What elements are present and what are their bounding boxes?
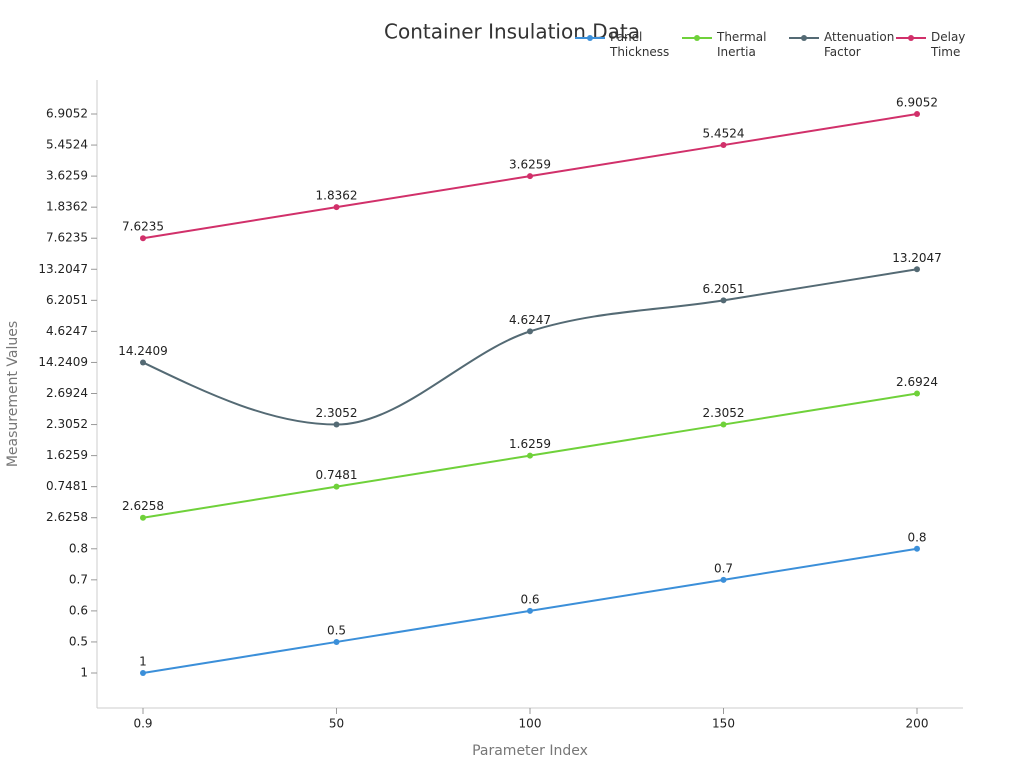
x-tick-label: 100: [519, 717, 542, 731]
legend-label: Attenuation Factor: [824, 30, 895, 59]
data-label: 14.2409: [118, 344, 168, 358]
data-label: 1: [139, 655, 147, 669]
legend-item: Delay Time: [896, 30, 993, 60]
y-tick-label: 2.3052: [46, 417, 88, 431]
x-tick-label: 200: [906, 717, 929, 731]
y-tick-label: 1.8362: [46, 200, 88, 214]
data-point: [914, 545, 920, 552]
data-point: [140, 359, 146, 366]
y-tick-label: 2.6258: [46, 510, 88, 524]
data-label: 2.3052: [703, 406, 745, 420]
y-tick-label: 0.7481: [46, 479, 88, 493]
data-point: [140, 670, 146, 676]
data-point: [527, 328, 533, 335]
data-point: [333, 638, 340, 645]
data-label: 0.6: [520, 592, 539, 606]
legend-glyph: [575, 35, 605, 41]
y-tick-label: 0.6: [69, 603, 88, 617]
data-point: [914, 111, 920, 117]
y-tick-label: 7.6235: [46, 231, 88, 245]
y-tick-label: 1: [80, 666, 88, 680]
legend-dot: [908, 35, 914, 41]
y-tick-label: 6.9052: [46, 107, 88, 121]
legend-label: Delay Time: [931, 30, 966, 59]
data-label: 13.2047: [892, 251, 942, 265]
legend-label: Thermal Inertia: [717, 30, 767, 59]
y-tick-label: 13.2047: [38, 262, 88, 276]
legend-swatch: [896, 30, 926, 44]
x-tick-label: 0.9: [133, 717, 152, 731]
y-tick-label: 4.6247: [46, 324, 88, 338]
data-point: [140, 235, 146, 242]
data-label: 6.2051: [703, 282, 745, 296]
data-label: 1.8362: [316, 189, 358, 203]
data-point: [914, 266, 920, 273]
y-tick-label: 0.5: [69, 634, 88, 648]
legend-dot: [694, 35, 700, 41]
data-label: 0.8: [907, 530, 926, 544]
data-label: 2.3052: [316, 406, 358, 420]
data-point: [140, 514, 146, 521]
legend-swatch: [575, 30, 605, 44]
data-label: 7.6235: [122, 220, 164, 234]
legend-glyph: [789, 35, 819, 41]
data-point: [720, 297, 727, 304]
data-label: 3.6259: [509, 158, 551, 172]
y-axis-label: Measurement Values: [5, 321, 21, 467]
y-tick-label: 2.6924: [46, 386, 88, 400]
y-tick-label: 14.2409: [38, 355, 88, 369]
legend-item: Attenuation Factor: [789, 30, 895, 60]
data-label: 1.6259: [509, 437, 551, 451]
legend-swatch: [682, 30, 712, 44]
data-label: 0.5: [327, 623, 346, 637]
data-point: [720, 576, 727, 583]
data-point: [720, 421, 727, 428]
data-label: 5.4524: [703, 127, 745, 141]
y-tick-label: 5.4524: [46, 138, 88, 152]
legend-label: Panel Thickness: [610, 30, 670, 59]
data-point: [527, 173, 533, 180]
y-tick-label: 0.8: [69, 541, 88, 555]
x-axis-label: Parameter Index: [472, 743, 588, 759]
data-label: 6.9052: [896, 96, 938, 110]
legend-glyph: [682, 35, 712, 41]
data-label: 0.7: [714, 561, 733, 575]
data-label: 2.6258: [122, 499, 164, 513]
legend-dot: [801, 35, 807, 41]
y-tick-label: 3.6259: [46, 169, 88, 183]
data-point: [720, 142, 727, 149]
legend-dot: [587, 35, 593, 41]
data-point: [333, 204, 340, 211]
legend-item: Panel Thickness: [575, 30, 672, 60]
legend-item: Thermal Inertia: [682, 30, 779, 60]
y-tick-label: 6.2051: [46, 293, 88, 307]
x-tick-label: 150: [712, 717, 735, 731]
data-point: [527, 607, 533, 614]
y-tick-label: 0.7: [69, 572, 88, 586]
data-label: 4.6247: [509, 313, 551, 327]
y-tick-label: 1.6259: [46, 448, 88, 462]
x-tick-label: 50: [329, 717, 344, 731]
legend-glyph: [896, 35, 926, 41]
legend: Panel Thickness Thermal Inertia Attenuatio…: [575, 30, 1003, 60]
data-label: 0.7481: [316, 468, 358, 482]
legend-swatch: [789, 30, 819, 44]
series-line: [142, 268, 918, 426]
data-point: [333, 483, 340, 490]
data-point: [527, 452, 533, 459]
data-point: [914, 390, 920, 397]
chart-title: Container Insulation Data: [384, 20, 640, 44]
data-point: [333, 421, 340, 428]
data-label: 2.6924: [896, 375, 938, 389]
